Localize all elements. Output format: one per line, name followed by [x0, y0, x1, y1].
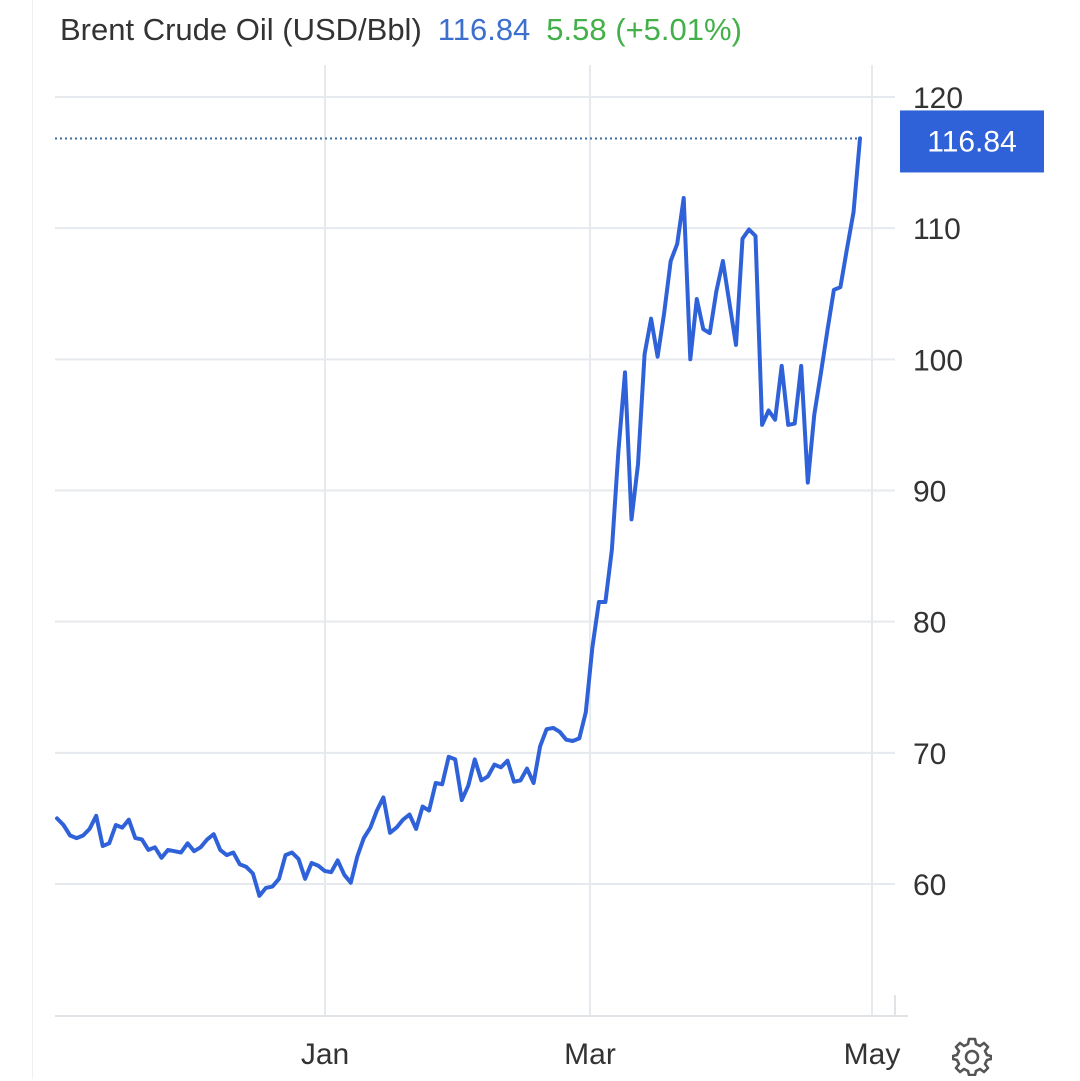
y-tick-label: 110 — [913, 213, 961, 246]
y-tick-label: 70 — [913, 738, 946, 771]
current-price: 116.84 — [437, 12, 531, 47]
settings-button[interactable] — [951, 1036, 993, 1077]
y-tick-label: 60 — [913, 869, 946, 902]
x-axis-labels: Jan Mar May — [301, 1038, 901, 1071]
last-price-badge-label: 116.84 — [927, 125, 1017, 158]
y-tick-label: 100 — [913, 344, 963, 377]
x-tick-label-mar: Mar — [564, 1038, 616, 1071]
y-tick-label: 80 — [913, 607, 946, 640]
vertical-gridlines — [324, 65, 873, 1016]
x-tick-label-may: May — [844, 1038, 901, 1071]
y-axis-labels: 60 70 80 90 100 110 120 — [913, 82, 963, 902]
gear-icon — [951, 1037, 993, 1077]
series-line-brent[interactable] — [55, 136, 862, 898]
price-change: 5.58 (+5.01%) — [546, 12, 742, 47]
last-price-badge-bg — [900, 110, 1044, 173]
last-price-badge: 116.84 — [900, 110, 1044, 173]
chart-frame — [32, 0, 1080, 1079]
x-tick-label-jan: Jan — [301, 1038, 349, 1071]
y-tick-label: 120 — [913, 82, 963, 115]
chart-header: Brent Crude Oil (USD/Bbl) 116.84 5.58 (+… — [60, 12, 742, 52]
y-tick-label: 90 — [913, 476, 946, 509]
instrument-title: Brent Crude Oil (USD/Bbl) — [60, 12, 422, 47]
horizontal-gridlines — [55, 96, 895, 885]
